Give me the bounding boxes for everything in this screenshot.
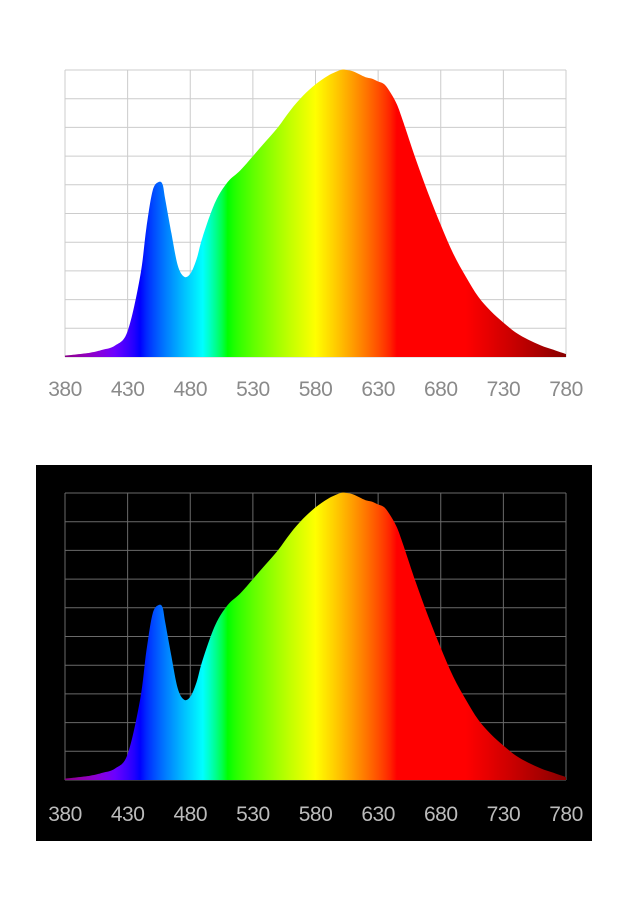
x-tick-label: 680: [424, 803, 458, 826]
x-tick-label: 530: [236, 803, 270, 826]
x-tick-label: 430: [111, 378, 145, 401]
x-tick-label: 730: [487, 378, 521, 401]
x-tick-label: 630: [361, 803, 395, 826]
x-tick-label: 630: [361, 378, 395, 401]
x-tick-label: 480: [173, 378, 207, 401]
x-tick-label: 430: [111, 803, 145, 826]
spectrum-area: [65, 492, 566, 780]
x-tick-label: 730: [487, 803, 521, 826]
x-tick-label: 480: [173, 803, 207, 826]
x-tick-label: 780: [549, 378, 583, 401]
x-tick-label: 380: [48, 378, 82, 401]
x-tick-label: 580: [299, 378, 333, 401]
spectrum-chart-light-svg: 380 430 480 530 580 630 680 730 780: [48, 69, 583, 401]
spectrum-chart-dark: 380 430 480 530 580 630 680 730 780: [0, 465, 641, 841]
spectrum-area: [65, 69, 566, 357]
x-tick-label: 780: [549, 803, 583, 826]
x-tick-label: 680: [424, 378, 458, 401]
spectrum-chart-dark-svg: 380 430 480 530 580 630 680 730 780: [48, 492, 583, 826]
x-tick-label: 580: [299, 803, 333, 826]
x-tick-label: 380: [48, 803, 82, 826]
x-tick-label: 530: [236, 378, 270, 401]
spectrum-chart-light: 380 430 480 530 580 630 680 730 780: [0, 0, 641, 430]
